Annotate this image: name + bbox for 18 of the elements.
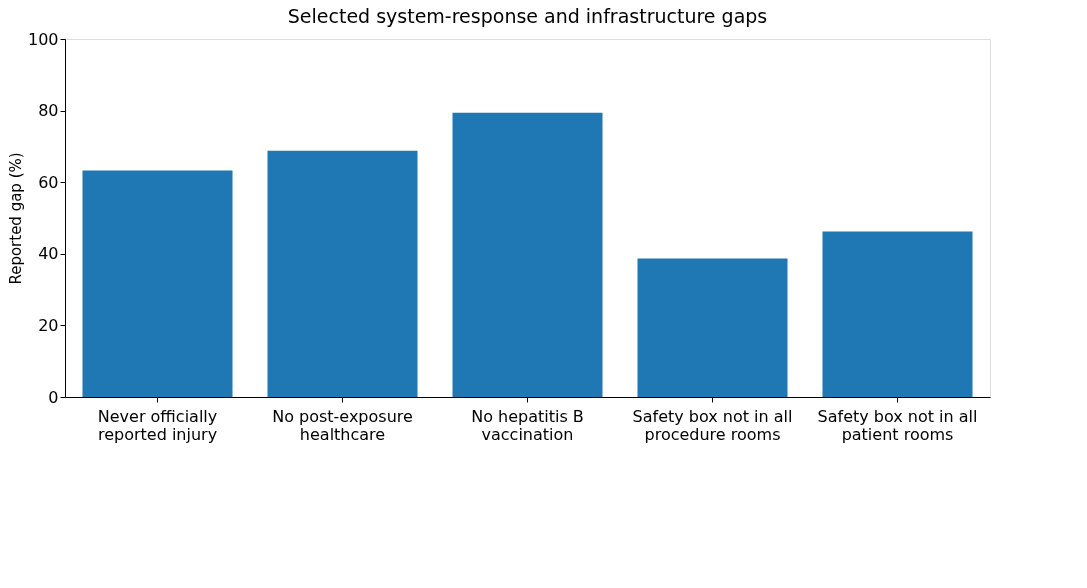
y-tick-label: 100 <box>27 29 59 49</box>
y-tick-label: 80 <box>38 101 59 121</box>
x-tick-label: No post-exposure healthcare <box>272 406 413 444</box>
y-tick-label: 20 <box>38 315 59 335</box>
bar <box>82 170 233 397</box>
y-tick-label: 0 <box>48 387 59 407</box>
x-tick-label: Safety box not in all procedure rooms <box>632 406 793 444</box>
bar <box>267 150 418 397</box>
y-axis-title: Reported gap (%) <box>6 152 25 285</box>
y-tick-label: 60 <box>38 172 59 192</box>
bar <box>637 258 788 397</box>
x-tick-label: Never officially reported injury <box>97 406 218 444</box>
bar <box>452 112 603 397</box>
y-tick-label: 40 <box>38 244 59 264</box>
x-tick-label: Safety box not in all patient rooms <box>817 406 978 444</box>
chart-title: Selected system-response and infrastructure gaps <box>287 5 768 27</box>
bar <box>822 231 973 397</box>
x-tick-label: No hepatitis B vaccination <box>471 406 584 444</box>
